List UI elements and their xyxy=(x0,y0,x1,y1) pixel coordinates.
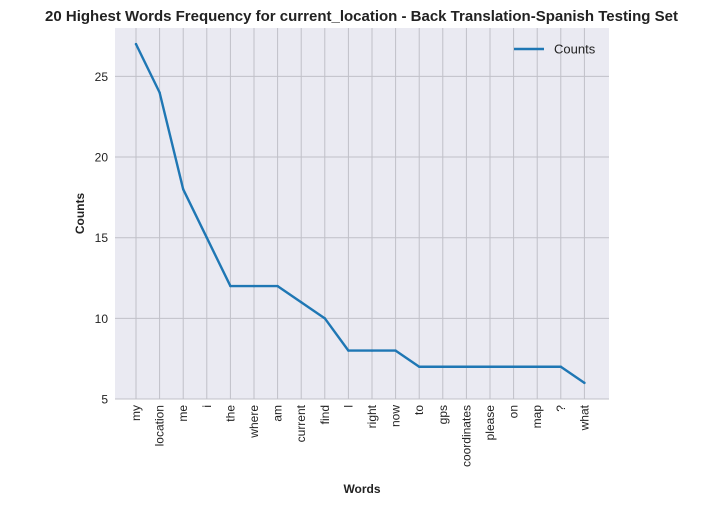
grid xyxy=(115,28,609,400)
axes: my location me i the where am current find l right… xyxy=(95,70,592,467)
x-tick-label: now xyxy=(389,405,403,427)
y-tick-label: 10 xyxy=(95,312,109,326)
data-point xyxy=(418,365,421,368)
y-tick-label: 20 xyxy=(95,151,109,165)
data-point xyxy=(465,365,468,368)
data-point xyxy=(512,365,515,368)
x-tick-label: my xyxy=(129,405,143,421)
data-point xyxy=(347,349,350,352)
x-tick-label: please xyxy=(483,405,497,441)
series-layer xyxy=(134,42,586,385)
x-tick-label: find xyxy=(318,405,332,424)
x-tick-label: am xyxy=(271,405,285,422)
data-point xyxy=(158,91,161,94)
x-tick-label: coordinates xyxy=(459,405,473,467)
x-tick-label: what xyxy=(577,404,591,431)
data-point xyxy=(488,365,492,368)
chart-title: 20 Highest Words Frequency for current_l… xyxy=(45,8,678,25)
x-tick-label: to xyxy=(412,405,426,415)
x-tick-label: map xyxy=(530,405,544,429)
data-point xyxy=(252,284,256,288)
x-tick-label: gps xyxy=(436,405,450,424)
data-point xyxy=(134,42,138,46)
y-axis-label: Counts xyxy=(73,193,87,235)
data-point xyxy=(370,349,374,352)
x-tick-label: right xyxy=(365,404,379,428)
y-tick-label: 25 xyxy=(95,70,109,84)
x-tick-label: on xyxy=(507,405,521,418)
x-tick-label: the xyxy=(223,405,237,422)
data-point xyxy=(205,236,208,239)
plot-area xyxy=(115,28,609,399)
data-point xyxy=(182,188,185,191)
x-axis-label: Words xyxy=(343,482,380,496)
x-tick-label: location xyxy=(153,405,167,446)
legend-label: Counts xyxy=(554,42,596,57)
data-point xyxy=(536,365,539,368)
x-tick-label: l xyxy=(341,405,355,408)
x-tick-label: current xyxy=(294,404,308,442)
legend: Counts xyxy=(514,42,596,57)
x-tick-label: me xyxy=(176,405,190,422)
data-point xyxy=(300,301,303,304)
data-point xyxy=(583,381,586,385)
data-point xyxy=(441,365,444,368)
x-tick-label: ? xyxy=(554,405,568,412)
data-point xyxy=(229,284,232,288)
data-point xyxy=(559,365,562,368)
y-tick-label: 5 xyxy=(101,393,108,407)
y-tick-label: 15 xyxy=(95,231,109,245)
data-point xyxy=(323,317,326,320)
x-tick-label: i xyxy=(200,405,214,408)
x-tick-label: where xyxy=(247,405,261,439)
data-point xyxy=(276,284,279,288)
data-point xyxy=(394,349,397,352)
series-line xyxy=(134,42,586,385)
